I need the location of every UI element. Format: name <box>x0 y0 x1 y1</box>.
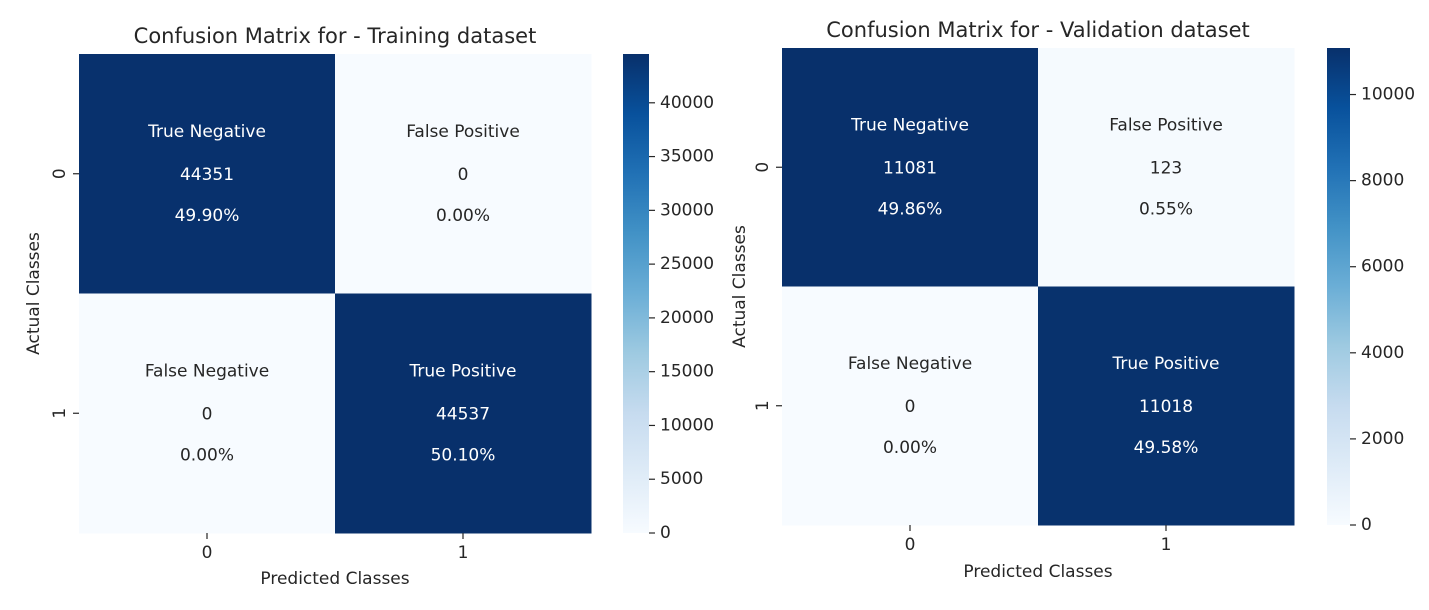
y-tick-label: 1 <box>753 400 773 411</box>
colorbar <box>623 54 649 533</box>
heatmap-cell-0-1 <box>1038 48 1295 287</box>
cell-label: True Positive <box>1111 354 1219 374</box>
cell-percent: 49.86% <box>878 199 943 219</box>
cell-count: 44537 <box>436 404 490 424</box>
colorbar-tick-label: 25000 <box>660 254 714 274</box>
cell-label: False Negative <box>145 361 269 381</box>
x-axis-label: Predicted Classes <box>260 569 409 589</box>
colorbar-tick-label: 4000 <box>1361 343 1404 363</box>
colorbar-tick-label: 2000 <box>1361 429 1404 449</box>
heatmap-cell-1-1 <box>1038 286 1295 526</box>
confusion-matrix-chart-1: Confusion Matrix for - Validation datase… <box>730 18 1415 582</box>
colorbar-tick-label: 10000 <box>660 415 714 435</box>
colorbar-tick-label: 8000 <box>1361 171 1404 191</box>
chart-title: Confusion Matrix for - Training dataset <box>134 24 537 48</box>
x-tick-label: 1 <box>458 543 469 563</box>
cell-count: 11018 <box>1139 397 1193 417</box>
colorbar-tick-label: 0 <box>1361 515 1372 535</box>
y-tick-label: 1 <box>50 408 70 419</box>
cell-percent: 49.90% <box>175 206 240 226</box>
heatmap-cell-0-0 <box>79 54 336 294</box>
cell-label: False Positive <box>1109 115 1223 135</box>
cell-count: 0 <box>202 404 213 424</box>
cell-percent: 0.00% <box>180 445 234 465</box>
y-axis-label: Actual Classes <box>730 225 750 348</box>
heatmap-cell-1-0 <box>79 293 336 534</box>
y-tick-label: 0 <box>50 168 70 179</box>
colorbar-tick-label: 0 <box>660 523 671 543</box>
colorbar <box>1327 48 1350 525</box>
y-tick-label: 0 <box>753 162 773 173</box>
cell-count: 44351 <box>180 165 234 185</box>
colorbar-tick-label: 35000 <box>660 147 714 167</box>
cell-count: 0 <box>458 165 469 185</box>
x-tick-label: 0 <box>202 543 213 563</box>
cell-count: 0 <box>905 397 916 417</box>
cell-label: True Negative <box>147 122 266 142</box>
cell-percent: 49.58% <box>1134 438 1199 458</box>
heatmap-cell-1-1 <box>335 293 592 534</box>
cell-count: 123 <box>1150 158 1182 178</box>
cell-percent: 0.00% <box>883 438 937 458</box>
colorbar-tick-label: 20000 <box>660 308 714 328</box>
x-tick-label: 0 <box>905 535 916 555</box>
cell-percent: 50.10% <box>431 445 496 465</box>
colorbar-tick-label: 15000 <box>660 362 714 382</box>
colorbar-tick-label: 10000 <box>1361 85 1415 105</box>
confusion-matrix-chart-0: Confusion Matrix for - Training dataset T… <box>24 24 714 589</box>
heatmap-cell-1-0 <box>782 286 1039 526</box>
y-axis-label: Actual Classes <box>24 232 44 355</box>
colorbar-tick-label: 40000 <box>660 93 714 113</box>
x-tick-label: 1 <box>1161 535 1172 555</box>
cell-label: True Negative <box>850 115 969 135</box>
colorbar-tick-label: 6000 <box>1361 257 1404 277</box>
cell-label: False Positive <box>406 122 520 142</box>
x-axis-label: Predicted Classes <box>963 562 1112 582</box>
heatmap-cell-0-0 <box>782 48 1039 287</box>
cell-percent: 0.00% <box>436 206 490 226</box>
cell-label: True Positive <box>408 361 516 381</box>
chart-title: Confusion Matrix for - Validation datase… <box>826 18 1250 42</box>
cell-percent: 0.55% <box>1139 199 1193 219</box>
cell-label: False Negative <box>848 354 972 374</box>
cell-count: 11081 <box>883 158 937 178</box>
heatmap-cell-0-1 <box>335 54 592 294</box>
colorbar-tick-label: 5000 <box>660 469 703 489</box>
colorbar-tick-label: 30000 <box>660 200 714 220</box>
